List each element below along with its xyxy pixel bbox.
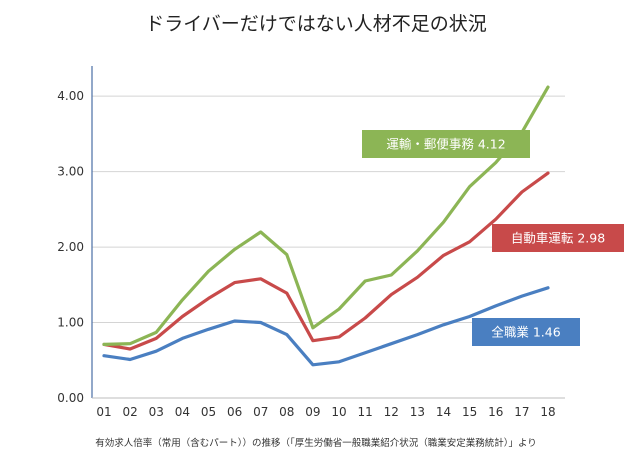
x-tick-label: 13	[410, 405, 425, 419]
x-tick-label: 14	[436, 405, 451, 419]
x-tick-label: 08	[279, 405, 294, 419]
y-tick-label: 4.00	[57, 89, 84, 103]
series-line	[102, 171, 550, 351]
y-tick-label: 2.00	[57, 240, 84, 254]
series-label: 自動車運転 2.98	[492, 224, 624, 252]
y-tick-label: 3.00	[57, 165, 84, 179]
x-tick-label: 17	[514, 405, 529, 419]
y-tick-labels: 0.00 1.00 2.00 3.00 4.00	[57, 89, 84, 405]
x-tick-label: 07	[253, 405, 268, 419]
x-tick-label: 12	[384, 405, 399, 419]
series-line	[102, 85, 550, 346]
x-tick-label: 06	[227, 405, 242, 419]
y-tick-label: 0.00	[57, 391, 84, 405]
series-label-text: 自動車運転 2.98	[511, 231, 605, 246]
x-tick-labels: 01 02 03 04 05 06 07 08 09 10 11 12 13 14 15 16 17 18	[96, 405, 555, 419]
series-label-text: 運輸・郵便事務 4.12	[386, 137, 505, 152]
x-tick-label: 16	[488, 405, 503, 419]
series-label-text: 全職業 1.46	[491, 325, 560, 340]
x-tick-label: 03	[149, 405, 164, 419]
chart-footnote: 有効求人倍率（常用（含むパート））の推移（「厚生労働省一般職業紹介状況（職業安定…	[95, 437, 537, 449]
series-label-box	[492, 224, 624, 252]
x-tick-label: 01	[96, 405, 111, 419]
axes	[91, 66, 565, 399]
x-tick-label: 15	[462, 405, 477, 419]
x-tick-label: 04	[175, 405, 190, 419]
x-tick-label: 18	[540, 405, 555, 419]
series-label: 運輸・郵便事務 4.12	[362, 130, 530, 158]
x-tick-label: 02	[122, 405, 137, 419]
chart-title: ドライバーだけではない人材不足の状況	[145, 13, 487, 35]
series-lines	[102, 85, 550, 367]
series-labels: 運輸・郵便事務 4.12 自動車運転 2.98 全職業 1.46	[362, 130, 624, 346]
x-tick-label: 11	[358, 405, 373, 419]
y-tick-label: 1.00	[57, 316, 84, 330]
series-label: 全職業 1.46	[472, 318, 580, 346]
series-label-box	[472, 318, 580, 346]
x-tick-label: 10	[331, 405, 346, 419]
x-tick-label: 05	[201, 405, 216, 419]
series-line	[102, 286, 550, 367]
series-label-box	[362, 130, 530, 158]
x-tick-label: 09	[305, 405, 320, 419]
